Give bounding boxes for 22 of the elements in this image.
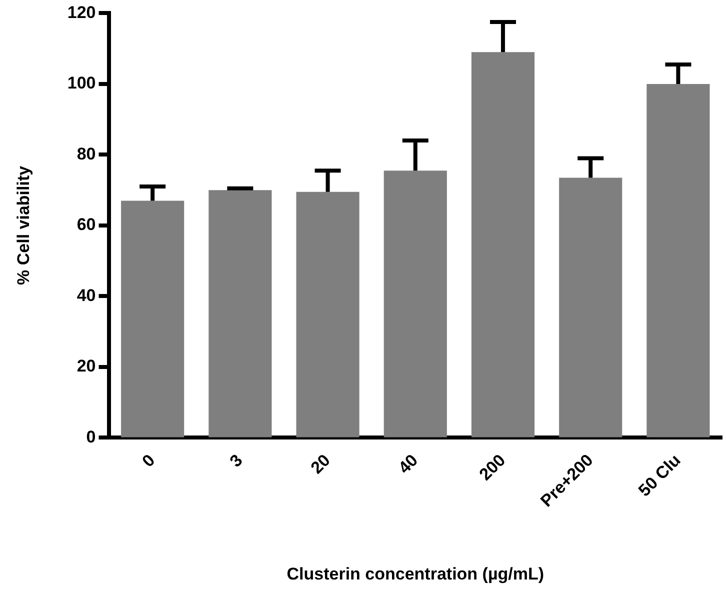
x-tick-label: 200 <box>476 450 510 484</box>
y-tick-label: 0 <box>86 427 96 446</box>
x-tick-label: 3 <box>226 450 246 471</box>
y-tick-label: 60 <box>76 215 96 234</box>
bar <box>296 192 360 438</box>
x-axis-title: Clusterin concentration (µg/mL) <box>286 564 544 584</box>
y-tick-label: 80 <box>76 144 96 164</box>
bar <box>121 200 184 438</box>
x-tick-label: 50 Clu <box>634 450 684 500</box>
y-tick-label: 40 <box>76 286 96 305</box>
bar <box>471 52 535 438</box>
bar <box>646 84 710 438</box>
bar <box>559 178 622 438</box>
x-tick-label: 20 <box>307 450 334 478</box>
y-tick-label: 120 <box>67 2 96 22</box>
x-tick-label: 40 <box>394 450 422 478</box>
bar <box>384 170 447 438</box>
bar <box>208 190 272 438</box>
y-axis-title: % Cell viability <box>14 165 33 285</box>
y-tick-label: 20 <box>76 356 96 376</box>
x-tick-label: 0 <box>138 450 159 471</box>
y-tick-label: 100 <box>67 74 96 93</box>
